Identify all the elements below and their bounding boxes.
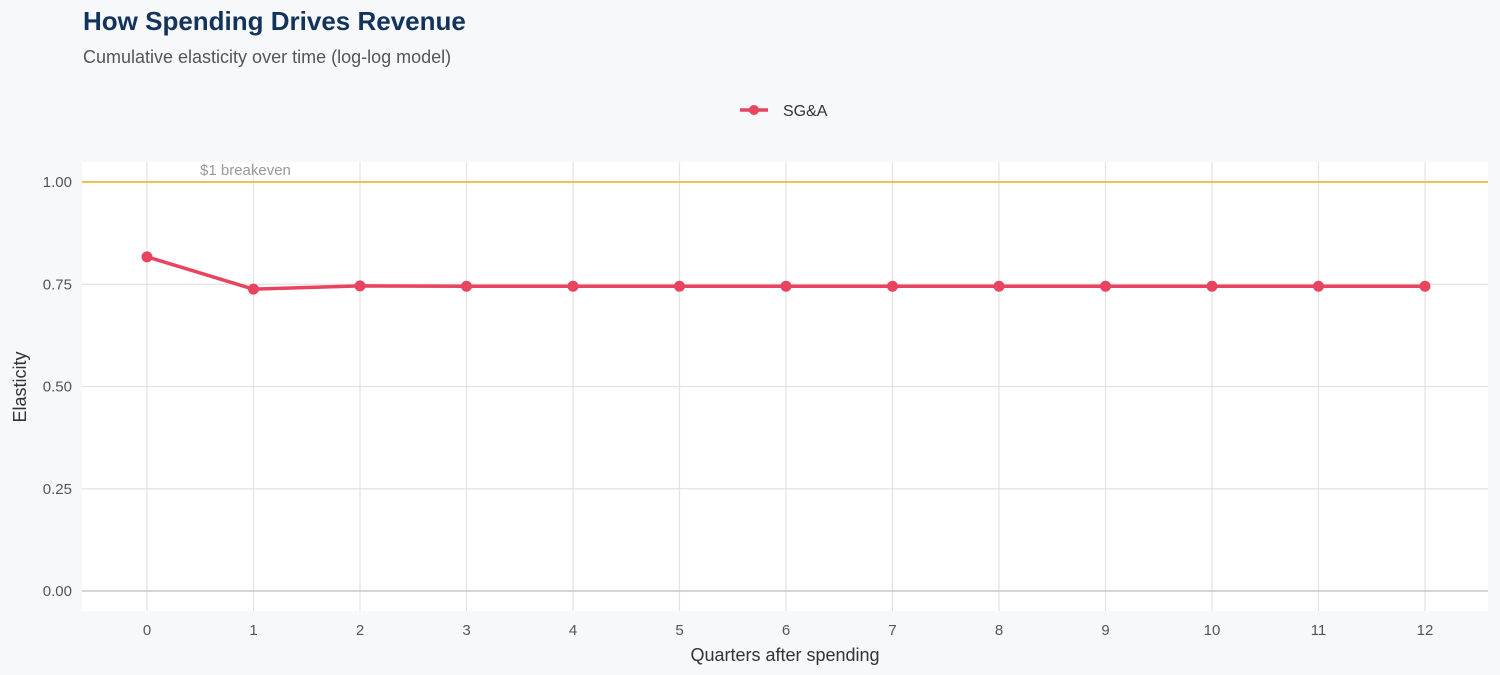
x-tick-label: 4 [569,622,577,639]
data-point [780,280,792,292]
y-tick-label: 1.00 [43,174,72,191]
legend-label: SG&A [783,103,828,120]
data-point [1100,280,1111,292]
data-point [1313,280,1324,292]
data-point [674,280,685,292]
x-tick-label: 11 [1311,622,1327,639]
breakeven-label: $1 breakeven [200,162,291,179]
x-tick-label: 10 [1204,622,1221,639]
x-tick-label: 6 [782,622,790,639]
data-point [141,251,153,263]
x-tick-label: 8 [995,622,1003,639]
x-tick-label: 0 [143,622,151,639]
data-point [567,280,579,292]
y-tick-label: 0.00 [43,583,72,600]
data-point [248,283,259,295]
x-axis-label: Quarters after spending [690,645,879,665]
data-point [993,280,1005,292]
data-point [354,280,366,292]
y-tick-label: 0.50 [43,379,72,396]
x-tick-label: 9 [1101,622,1109,639]
legend: SG&A [740,103,828,120]
x-tick-label: 2 [356,622,364,639]
x-tick-label: 5 [675,622,683,639]
data-point [1419,280,1431,292]
x-tick-label: 1 [249,622,257,639]
data-point [887,280,898,292]
x-tick-label: 12 [1417,622,1434,639]
x-tick-label: 7 [888,622,896,639]
y-axis-label: Elasticity [10,351,30,422]
y-tick-label: 0.25 [43,481,72,498]
chart-title: How Spending Drives Revenue [83,6,466,36]
chart-subtitle: Cumulative elasticity over time (log-log… [83,47,452,67]
legend-marker [749,105,759,115]
data-point [461,280,472,292]
data-point [1206,280,1218,292]
y-tick-label: 0.75 [43,276,72,293]
x-tick-label: 3 [462,622,470,639]
